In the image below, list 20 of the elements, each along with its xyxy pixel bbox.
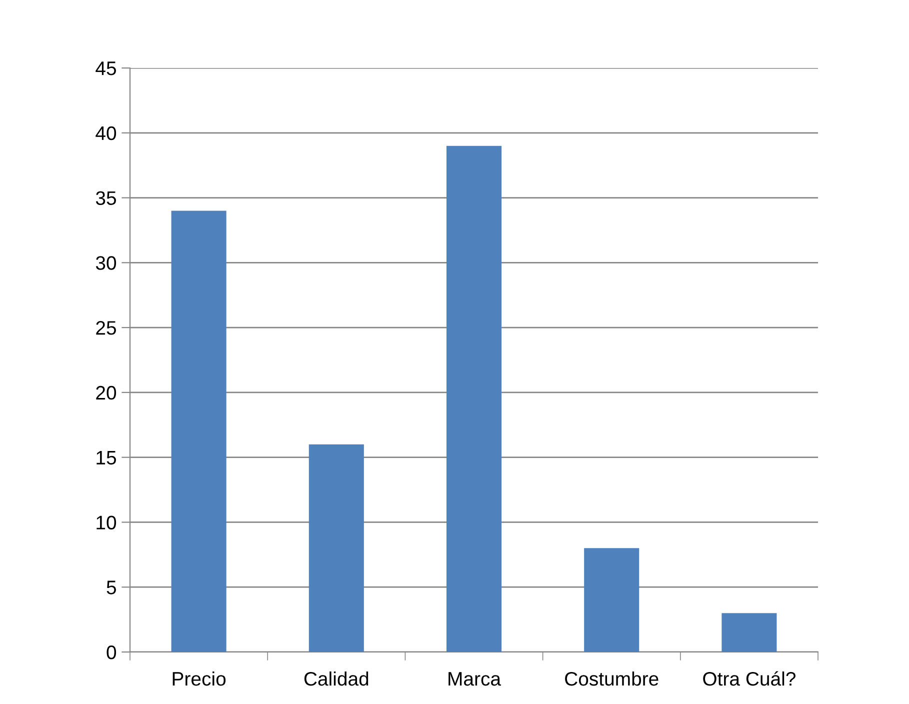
bar bbox=[722, 613, 777, 652]
bar bbox=[308, 444, 364, 652]
bar bbox=[171, 210, 226, 652]
y-tick-label: 40 bbox=[96, 126, 116, 140]
y-tick-label: 30 bbox=[96, 256, 116, 270]
bar bbox=[584, 548, 640, 652]
y-tick-label: 25 bbox=[96, 321, 116, 335]
y-tick-label: 15 bbox=[96, 451, 116, 465]
x-tick-label: Costumbre bbox=[565, 671, 658, 686]
x-tick-label: Marca bbox=[448, 672, 502, 686]
x-tick-label: Calidad bbox=[304, 671, 368, 686]
y-tick-label: 20 bbox=[96, 386, 116, 400]
x-tick-label: Precio bbox=[172, 671, 226, 686]
y-tick-label: 5 bbox=[106, 580, 116, 594]
y-tick-label: 35 bbox=[96, 191, 116, 206]
x-tick-label: Otra Cuál? bbox=[703, 671, 796, 686]
y-tick-label: 0 bbox=[106, 645, 116, 660]
bar bbox=[446, 146, 502, 652]
y-tick-label: 10 bbox=[96, 516, 116, 530]
y-tick-label: 45 bbox=[96, 62, 116, 76]
